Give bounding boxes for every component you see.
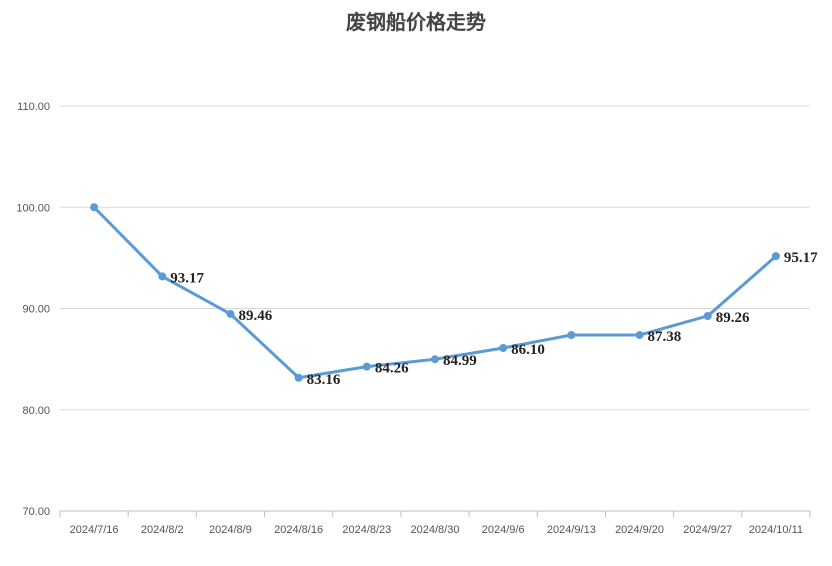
data-point (90, 203, 99, 212)
x-tick-label: 2024/8/2 (141, 524, 184, 536)
series-line (93, 206, 777, 380)
y-tick-label: 110.00 (17, 101, 50, 113)
data-point (431, 355, 439, 364)
data-point (362, 362, 371, 371)
data-point (158, 272, 167, 281)
data-label: 84.99 (443, 353, 477, 369)
data-label: 87.38 (648, 329, 682, 345)
x-tick-label: 2024/9/13 (547, 524, 596, 536)
series-group (90, 203, 780, 382)
y-tick-label: 70.00 (22, 506, 50, 518)
data-label: 84.26 (375, 361, 409, 377)
gridlines (60, 105, 810, 512)
y-axis: 70.00 80.00 90.00 100.00 110.00 (16, 101, 50, 518)
y-tick-label: 80.00 (22, 405, 50, 417)
y-tick-label: 90.00 (22, 304, 50, 316)
x-tick-label: 2024/8/30 (411, 524, 460, 536)
x-tick-label: 2024/7/16 (70, 524, 119, 536)
data-label: 95.17 (784, 250, 818, 266)
data-label: 89.26 (716, 310, 750, 326)
x-axis: 2024/7/16 2024/8/2 2024/8/9 2024/8/16 2024/8… (59, 510, 811, 536)
data-label: 89.46 (238, 308, 272, 324)
data-point (499, 343, 508, 352)
x-tick-label: 2024/8/16 (274, 524, 323, 536)
data-label: 93.17 (170, 270, 204, 286)
x-tick-label: 2024/10/11 (749, 524, 803, 536)
x-tick-label: 2024/9/6 (482, 524, 525, 536)
data-point (703, 311, 712, 320)
chart-title: 废钢船价格走势 (346, 10, 486, 34)
data-label: 83.16 (307, 372, 341, 388)
data-point (294, 373, 303, 382)
x-tick-label: 2024/8/9 (209, 524, 252, 536)
x-tick-label: 2024/8/23 (342, 524, 391, 536)
data-label: 86.10 (511, 342, 545, 358)
data-point (771, 252, 780, 261)
data-point (567, 331, 576, 340)
data-point (635, 331, 644, 340)
x-tick-label: 2024/9/27 (683, 524, 732, 536)
y-tick-label: 100.00 (16, 202, 50, 214)
data-labels: 93.17 89.46 83.16 84.26 84.99 86.10 87.38 89.26… (170, 250, 818, 388)
x-tick-label: 2024/9/20 (615, 524, 664, 536)
data-point (226, 309, 235, 318)
